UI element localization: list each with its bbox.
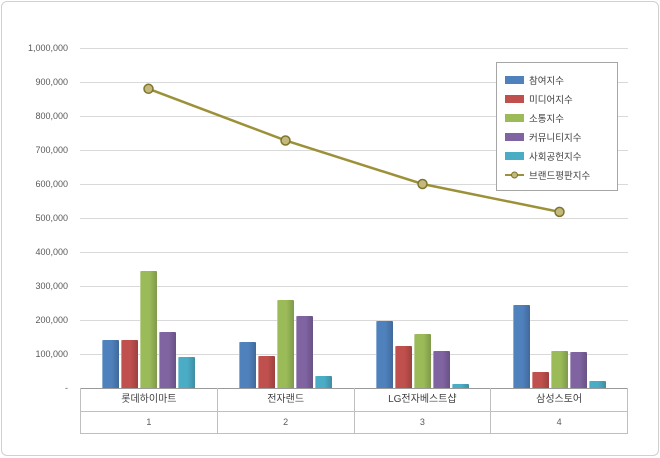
x-axis-row-name: 롯데하이마트 전자랜드 LG전자베스트샵 삼성스토어 — [81, 388, 628, 412]
bar-커뮤니티지수-LG전자베스트샵 — [433, 350, 450, 388]
bar-커뮤니티지수-롯데하이마트 — [159, 331, 176, 388]
y-tick-label: 1,000,000 — [27, 43, 68, 53]
bar-소통지수-삼성스토어 — [551, 351, 568, 388]
gridline — [80, 150, 628, 151]
bar-소통지수-롯데하이마트 — [140, 270, 157, 388]
gridline — [80, 354, 628, 355]
legend-label: 미디어지수 — [529, 94, 573, 106]
y-tick-label: 100,000 — [35, 349, 68, 359]
line-marker — [280, 135, 291, 146]
legend-label: 소통지수 — [529, 113, 564, 125]
y-axis: - 100,000 200,000 300,000 400,000 500,000 600,… — [2, 43, 74, 393]
bar-참여지수-삼성스토어 — [513, 305, 530, 388]
bar-사회공헌지수-LG전자베스트샵 — [452, 383, 469, 388]
gridline — [80, 218, 628, 219]
x-axis: 롯데하이마트 전자랜드 LG전자베스트샵 삼성스토어 1 2 3 4 — [80, 388, 628, 434]
legend-item-소통지수: 소통지수 — [505, 108, 609, 127]
gridline — [80, 82, 628, 83]
bar-참여지수-전자랜드 — [239, 342, 256, 388]
x-category-num: 4 — [491, 412, 628, 433]
x-category-name: 삼성스토어 — [491, 388, 628, 411]
y-tick-label: 900,000 — [35, 77, 68, 87]
legend-swatch — [505, 113, 524, 122]
gridline — [80, 48, 628, 49]
gridline — [80, 252, 628, 253]
legend-swatch — [505, 94, 524, 103]
legend-line-swatch — [505, 171, 524, 178]
gridline — [80, 286, 628, 287]
legend-label: 커뮤니티지수 — [529, 132, 582, 144]
bar-사회공헌지수-롯데하이마트 — [178, 357, 195, 388]
bar-참여지수-LG전자베스트샵 — [376, 321, 393, 388]
line-브랜드평판지수 — [148, 87, 560, 214]
y-tick-label: 400,000 — [35, 247, 68, 257]
y-tick-label: 800,000 — [35, 111, 68, 121]
legend-swatch — [505, 75, 524, 84]
y-tick-label: 500,000 — [35, 213, 68, 223]
x-category-num: 3 — [355, 412, 492, 433]
legend-item-브랜드평판지수: 브랜드평판지수 — [505, 165, 609, 184]
bar-소통지수-LG전자베스트샵 — [414, 334, 431, 388]
y-tick-label: 700,000 — [35, 145, 68, 155]
line-marker — [417, 178, 428, 190]
bar-미디어지수-롯데하이마트 — [121, 340, 138, 388]
bar-커뮤니티지수-전자랜드 — [296, 315, 313, 388]
y-tick-label: 600,000 — [35, 179, 68, 189]
legend-label: 사회공헌지수 — [529, 151, 582, 163]
x-category-num: 2 — [218, 412, 355, 433]
gridline — [80, 116, 628, 117]
x-category-name: LG전자베스트샵 — [355, 388, 492, 411]
bar-소통지수-전자랜드 — [277, 300, 294, 388]
legend-item-참여지수: 참여지수 — [505, 70, 609, 89]
legend-label: 브랜드평판지수 — [529, 170, 591, 182]
x-category-name: 전자랜드 — [218, 388, 355, 411]
bar-사회공헌지수-삼성스토어 — [589, 381, 606, 388]
legend-label: 참여지수 — [529, 75, 564, 87]
legend-swatch — [505, 132, 524, 141]
gridline — [80, 184, 628, 185]
bar-사회공헌지수-전자랜드 — [315, 376, 332, 388]
legend-swatch — [505, 151, 524, 160]
bar-미디어지수-LG전자베스트샵 — [395, 345, 412, 388]
bar-미디어지수-전자랜드 — [258, 355, 275, 388]
line-marker — [554, 206, 565, 218]
bar-미디어지수-삼성스토어 — [532, 371, 549, 388]
line-marker — [143, 83, 154, 95]
y-tick-label: 200,000 — [35, 315, 68, 325]
x-category-name: 롯데하이마트 — [81, 388, 218, 411]
bar-참여지수-롯데하이마트 — [102, 340, 119, 388]
y-tick-label: 300,000 — [35, 281, 68, 291]
legend-item-사회공헌지수: 사회공헌지수 — [505, 146, 609, 165]
legend-item-미디어지수: 미디어지수 — [505, 89, 609, 108]
gridline — [80, 320, 628, 321]
x-category-num: 1 — [81, 412, 218, 433]
line-series-layer — [143, 83, 565, 218]
bar-커뮤니티지수-삼성스토어 — [570, 351, 587, 388]
legend-item-커뮤니티지수: 커뮤니티지수 — [505, 127, 609, 146]
y-tick-label: - — [65, 383, 68, 393]
